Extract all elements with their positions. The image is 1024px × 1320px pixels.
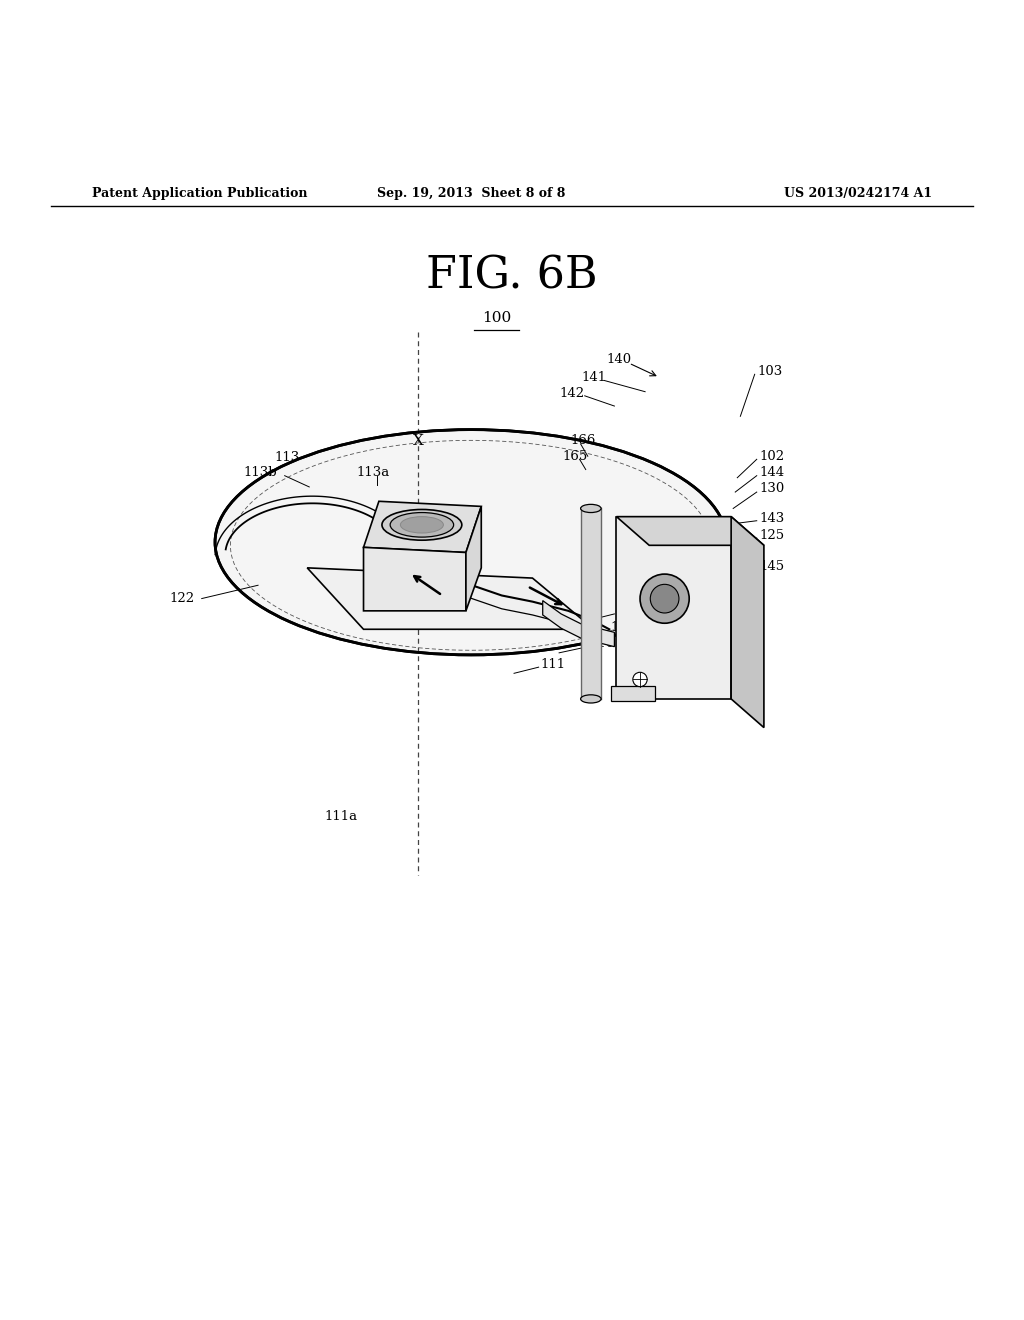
Ellipse shape [581,504,601,512]
Ellipse shape [581,694,601,704]
Text: 102: 102 [760,450,785,463]
Text: 142: 142 [559,387,585,400]
Text: 101: 101 [727,544,753,557]
Text: 113a: 113a [356,466,389,479]
Text: 125: 125 [760,528,785,541]
Text: 111: 111 [541,657,566,671]
Text: Patent Application Publication: Patent Application Publication [92,186,307,199]
Text: 113: 113 [274,450,300,463]
Text: 130: 130 [760,483,785,495]
Ellipse shape [640,574,689,623]
Text: 145: 145 [760,560,785,573]
Text: 113b: 113b [244,466,278,479]
Polygon shape [581,508,601,698]
Ellipse shape [650,585,679,612]
Polygon shape [466,507,481,611]
Text: US 2013/0242174 A1: US 2013/0242174 A1 [783,186,932,199]
Polygon shape [364,502,481,553]
Polygon shape [616,516,731,698]
Polygon shape [616,516,764,545]
Text: 111a: 111a [325,810,357,824]
Text: X: X [414,434,424,447]
Ellipse shape [215,429,727,655]
Text: 120: 120 [610,620,636,634]
Ellipse shape [382,510,462,540]
Polygon shape [364,548,466,611]
Polygon shape [307,568,594,630]
Text: FIG. 6B: FIG. 6B [426,255,598,297]
Text: Sep. 19, 2013  Sheet 8 of 8: Sep. 19, 2013 Sheet 8 of 8 [377,186,565,199]
Text: 143: 143 [760,512,785,525]
Text: 100: 100 [482,312,511,325]
Ellipse shape [390,512,454,537]
Text: 166: 166 [570,434,596,447]
Text: 121: 121 [616,605,642,618]
Text: 110: 110 [590,638,615,651]
Text: 165: 165 [562,450,588,463]
Text: 141: 141 [582,371,607,384]
Text: 144: 144 [760,466,785,479]
Polygon shape [543,601,614,647]
Ellipse shape [400,516,443,533]
Text: 140: 140 [606,354,632,367]
Polygon shape [731,516,764,727]
Ellipse shape [633,672,647,686]
Polygon shape [611,685,655,701]
Text: 103: 103 [758,364,783,378]
Text: 122: 122 [169,593,195,605]
